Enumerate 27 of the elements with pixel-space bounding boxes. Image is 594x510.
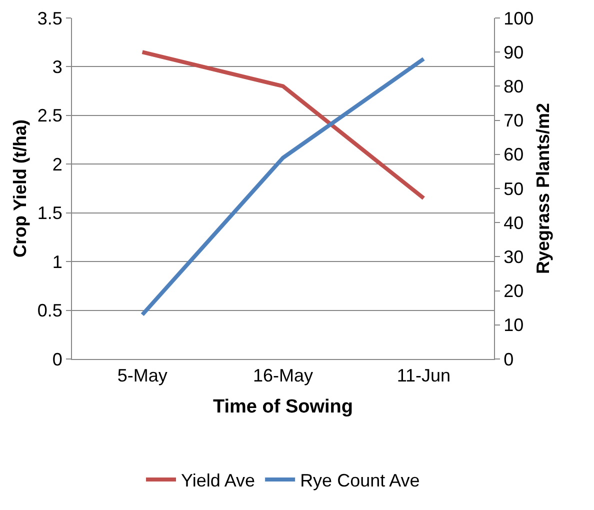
y-tick-label: 2 [52, 154, 62, 174]
y2-tick-label: 60 [504, 144, 524, 165]
legend-label: Yield Ave [181, 470, 256, 491]
y-tick-label: 0.5 [37, 300, 62, 321]
y-tick-label: 3 [52, 57, 62, 78]
y2-tick-label: 30 [504, 247, 524, 267]
y2-tick-label: 0 [504, 349, 514, 370]
x-axis-title: Time of Sowing [212, 396, 354, 418]
y-tick-label: 1.5 [37, 203, 62, 224]
y2-tick-label: 100 [504, 8, 534, 28]
y2-tick-label: 90 [504, 42, 524, 62]
x-tick-label: 5-May [117, 366, 168, 386]
y-tick-label: 0 [52, 349, 62, 370]
y-tick-label: 3.5 [37, 8, 62, 28]
legend-label: Rye Count Ave [300, 470, 420, 491]
y2-tick-label: 40 [504, 212, 524, 233]
y2-tick-label: 10 [504, 315, 524, 336]
y2-tick-label: 50 [504, 178, 524, 199]
y2-tick-label: 20 [504, 281, 524, 302]
y-tick-label: 1 [52, 252, 62, 272]
y2-tick-label: 80 [504, 76, 524, 96]
x-tick-label: 11-Jun [396, 366, 451, 386]
y-tick-label: 2.5 [37, 106, 62, 126]
y-axis-title: Crop Yield (t/ha) [10, 119, 30, 258]
x-tick-label: 16-May [252, 366, 314, 386]
y2-axis-title: Ryegrass Plants/m2 [533, 102, 553, 274]
y2-tick-label: 70 [504, 110, 524, 131]
